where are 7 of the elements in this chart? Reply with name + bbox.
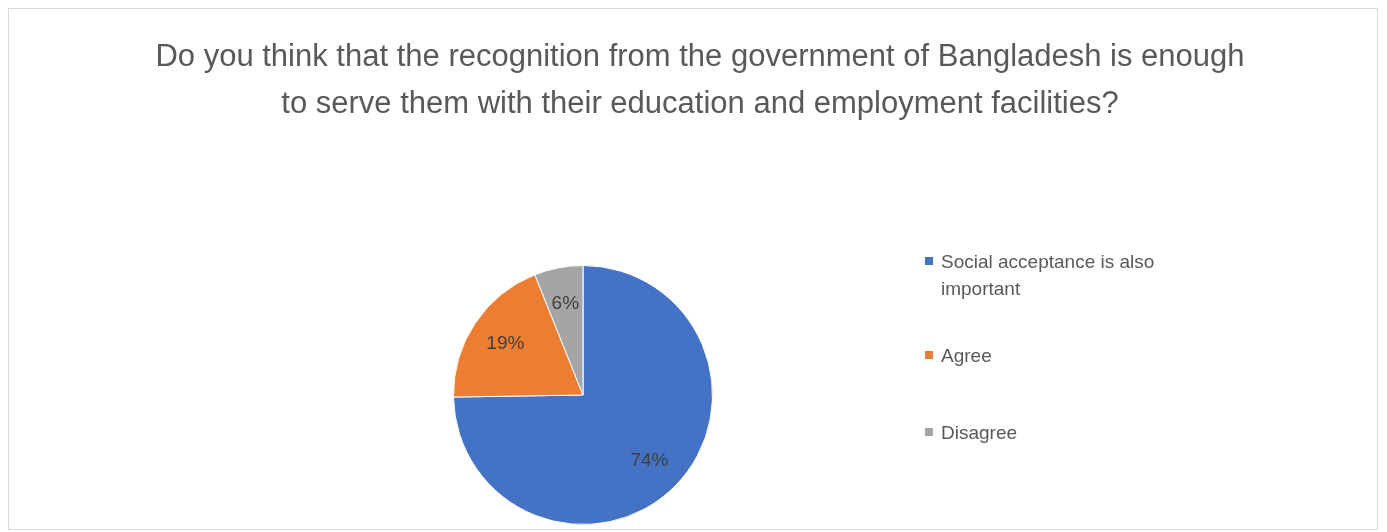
data-label: 74% xyxy=(630,448,669,470)
chart-title: Do you think that the recognition from the government of Bangladesh is enough to serve them with their education and employment facilities? xyxy=(154,37,1246,122)
legend-label: Social acceptance is also important xyxy=(940,250,1156,301)
data-label: 6% xyxy=(551,291,580,313)
data-label: 19% xyxy=(486,331,525,353)
legend-label: Agree xyxy=(940,344,993,368)
legend-label: Disagree xyxy=(940,421,1019,445)
